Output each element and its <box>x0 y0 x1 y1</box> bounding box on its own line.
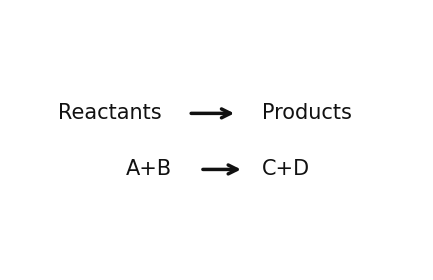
Text: C+D: C+D <box>262 159 310 179</box>
Text: Reactants: Reactants <box>58 103 162 123</box>
Text: A+B: A+B <box>126 159 171 179</box>
Text: Products: Products <box>262 103 352 123</box>
